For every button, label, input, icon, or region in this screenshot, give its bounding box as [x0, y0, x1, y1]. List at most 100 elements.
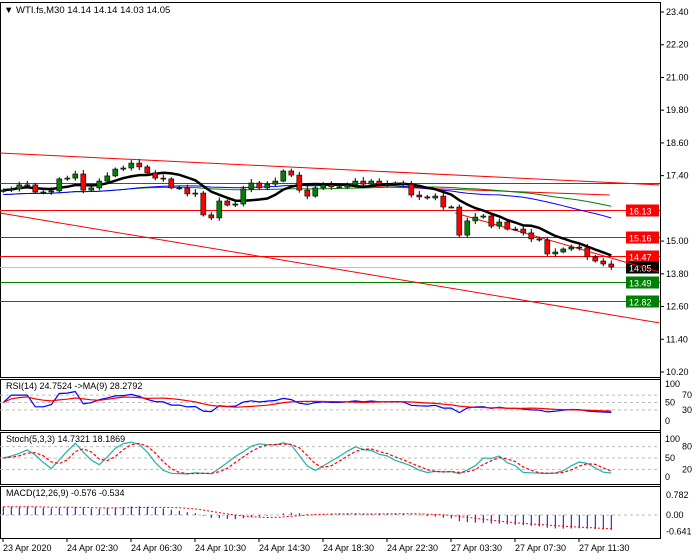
candle — [176, 187, 183, 190]
level-label-bg — [626, 250, 659, 263]
level-label: 14.05 — [629, 264, 652, 274]
candle — [400, 182, 407, 185]
level-label: 15.16 — [629, 234, 652, 244]
candle — [512, 228, 519, 231]
candle — [504, 221, 511, 230]
candle — [80, 173, 87, 191]
ma-mid-line — [3, 184, 612, 219]
candle — [320, 184, 327, 189]
candle — [600, 260, 607, 265]
candle — [464, 220, 471, 236]
time-tick-label: 24 Apr 18:30 — [323, 543, 374, 553]
candle — [360, 180, 367, 185]
chart-title: ▼ WTI.fs,M30 14.14 14.14 14.03 14.05 — [4, 5, 170, 16]
ma-fast-line — [3, 171, 612, 257]
level-label: 14.47 — [629, 253, 652, 263]
candle — [328, 184, 335, 188]
level-label-bg — [626, 204, 659, 217]
macd-tick-label: 0.00 — [666, 510, 684, 520]
candle — [584, 247, 591, 258]
stoch-label: Stoch(5,3,3) 14.7321 18.1869 — [6, 434, 126, 444]
candle — [128, 162, 135, 169]
rsi-tick-label: 50 — [665, 398, 675, 408]
stoch-signal-line — [3, 442, 612, 475]
rsi-label: RSI(14) 24.7524 ->MA(9) 28.2792 — [6, 381, 143, 391]
triangle-down-icon[interactable]: ▼ — [4, 5, 14, 16]
candle — [240, 188, 247, 205]
candle — [64, 177, 71, 180]
rsi-tick-label: 30 — [682, 405, 692, 415]
candle — [488, 215, 495, 227]
candle — [136, 162, 143, 168]
level-label-bg — [626, 276, 659, 289]
candle — [272, 180, 279, 185]
trendline — [329, 184, 610, 196]
ohlc-values: 14.14 14.14 14.03 14.05 — [67, 5, 171, 16]
price-tick-label: 17.40 — [666, 171, 689, 181]
trendline — [0, 212, 660, 324]
candle — [496, 221, 503, 227]
price-tick-label: 21.00 — [666, 72, 689, 82]
stoch-tick-label: 20 — [682, 464, 692, 474]
candle — [16, 184, 23, 190]
price-tick-label: 15.00 — [666, 236, 689, 246]
candle — [424, 196, 431, 199]
candle — [560, 248, 567, 253]
candle — [24, 184, 31, 187]
candle — [440, 195, 447, 208]
candle — [568, 246, 575, 250]
stoch-tick-label: 80 — [682, 442, 692, 452]
candle — [216, 200, 223, 219]
candle — [288, 170, 295, 176]
time-tick-label: 23 Apr 2020 — [3, 543, 52, 553]
stoch-tick-label: 100 — [665, 434, 680, 444]
candle — [448, 206, 455, 209]
price-tick-label: 23.40 — [666, 7, 689, 17]
candle — [88, 187, 95, 191]
candle — [264, 183, 271, 189]
candle — [520, 228, 527, 234]
candle — [8, 188, 15, 191]
candle — [296, 174, 303, 191]
price-tick-label: 12.60 — [666, 302, 689, 312]
rsi-tick-label: 70 — [682, 390, 692, 400]
candle — [608, 263, 615, 268]
time-tick-label: 24 Apr 22:30 — [387, 543, 438, 553]
price-tick-label: 10.20 — [666, 367, 689, 377]
candle — [160, 177, 167, 180]
candle — [72, 173, 79, 179]
candle — [96, 180, 103, 189]
price-tick-label: 19.80 — [666, 105, 689, 115]
price-tick-label: 18.60 — [666, 138, 689, 148]
candle — [144, 166, 151, 174]
candle — [528, 232, 535, 240]
stoch-tick-label: 0 — [665, 472, 670, 482]
candle — [208, 214, 215, 219]
time-tick-label: 24 Apr 10:30 — [195, 543, 246, 553]
candle — [256, 182, 263, 189]
time-tick-label: 24 Apr 14:30 — [259, 543, 310, 553]
candle — [280, 170, 287, 182]
candle — [104, 175, 111, 182]
price-tick-label: 22.20 — [666, 40, 689, 50]
candle — [456, 206, 463, 236]
candle — [232, 203, 239, 206]
time-tick-label: 24 Apr 06:30 — [131, 543, 182, 553]
candle — [152, 172, 159, 179]
time-tick-label: 27 Apr 07:30 — [515, 543, 566, 553]
time-tick-label: 24 Apr 02:30 — [67, 543, 118, 553]
rsi-tick-label: 100 — [665, 379, 680, 389]
macd-signal-line — [3, 506, 612, 530]
candle — [344, 184, 351, 188]
candle — [184, 187, 191, 195]
level-label: 16.13 — [629, 207, 652, 217]
time-tick-label: 27 Apr 03:30 — [451, 543, 502, 553]
candle — [200, 192, 207, 216]
macd-tick-label: 0.782 — [666, 490, 689, 500]
level-label: 13.49 — [629, 279, 652, 289]
time-tick-label: 27 Apr 11:30 — [579, 543, 629, 553]
candle — [368, 180, 375, 185]
price-tick-label: 11.40 — [666, 334, 688, 344]
